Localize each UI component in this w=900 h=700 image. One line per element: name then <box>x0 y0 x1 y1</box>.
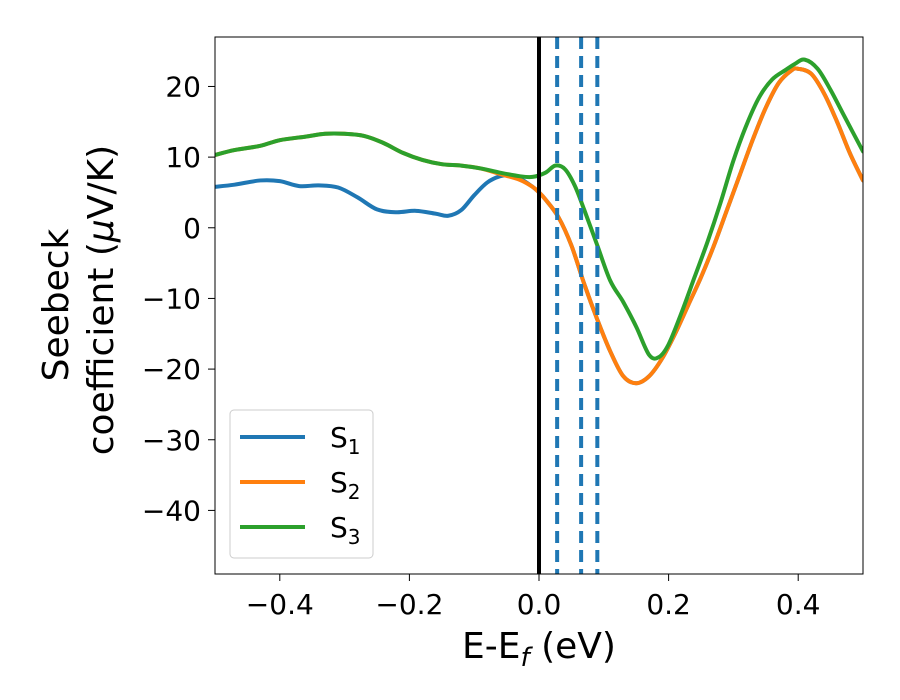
x-tick-label: −0.2 <box>375 588 443 621</box>
y-tick-label: 20 <box>165 70 201 103</box>
legend-label-s2: S2 <box>330 466 361 504</box>
y-tick-label: −40 <box>142 494 201 527</box>
x-tick-label: 0.2 <box>646 588 691 621</box>
legend: S1 S2 S3 <box>229 409 374 559</box>
reference-lines <box>537 37 600 574</box>
y-tick-label: 0 <box>183 212 201 245</box>
x-tick-label: −0.4 <box>246 588 314 621</box>
y-tick-label: −20 <box>142 353 201 386</box>
x-axis-ticks: −0.4 −0.2 0.0 0.2 0.4 <box>246 574 821 621</box>
series-layer <box>215 57 863 386</box>
y-tick-label: −30 <box>142 424 201 457</box>
x-tick-label: 0.0 <box>517 588 562 621</box>
legend-label-s1: S1 <box>330 421 361 459</box>
y-axis-ticks: −40 −30 −20 −10 0 10 20 <box>142 70 215 527</box>
x-tick-label: 0.4 <box>776 588 821 621</box>
series-line-s3 <box>215 57 863 361</box>
y-tick-label: −10 <box>142 282 201 315</box>
y-axis-label-line2: coefficient (μV/K) <box>81 145 122 455</box>
y-axis-label-line1: Seebeck <box>36 228 77 381</box>
legend-label-s3: S3 <box>330 511 361 549</box>
legend-entries: S1 S2 S3 <box>240 421 361 549</box>
x-axis-label: E-Ef (eV) <box>462 626 616 673</box>
y-axis-label: Seebeck coefficient (μV/K) <box>36 145 122 455</box>
y-tick-label: 10 <box>165 141 201 174</box>
